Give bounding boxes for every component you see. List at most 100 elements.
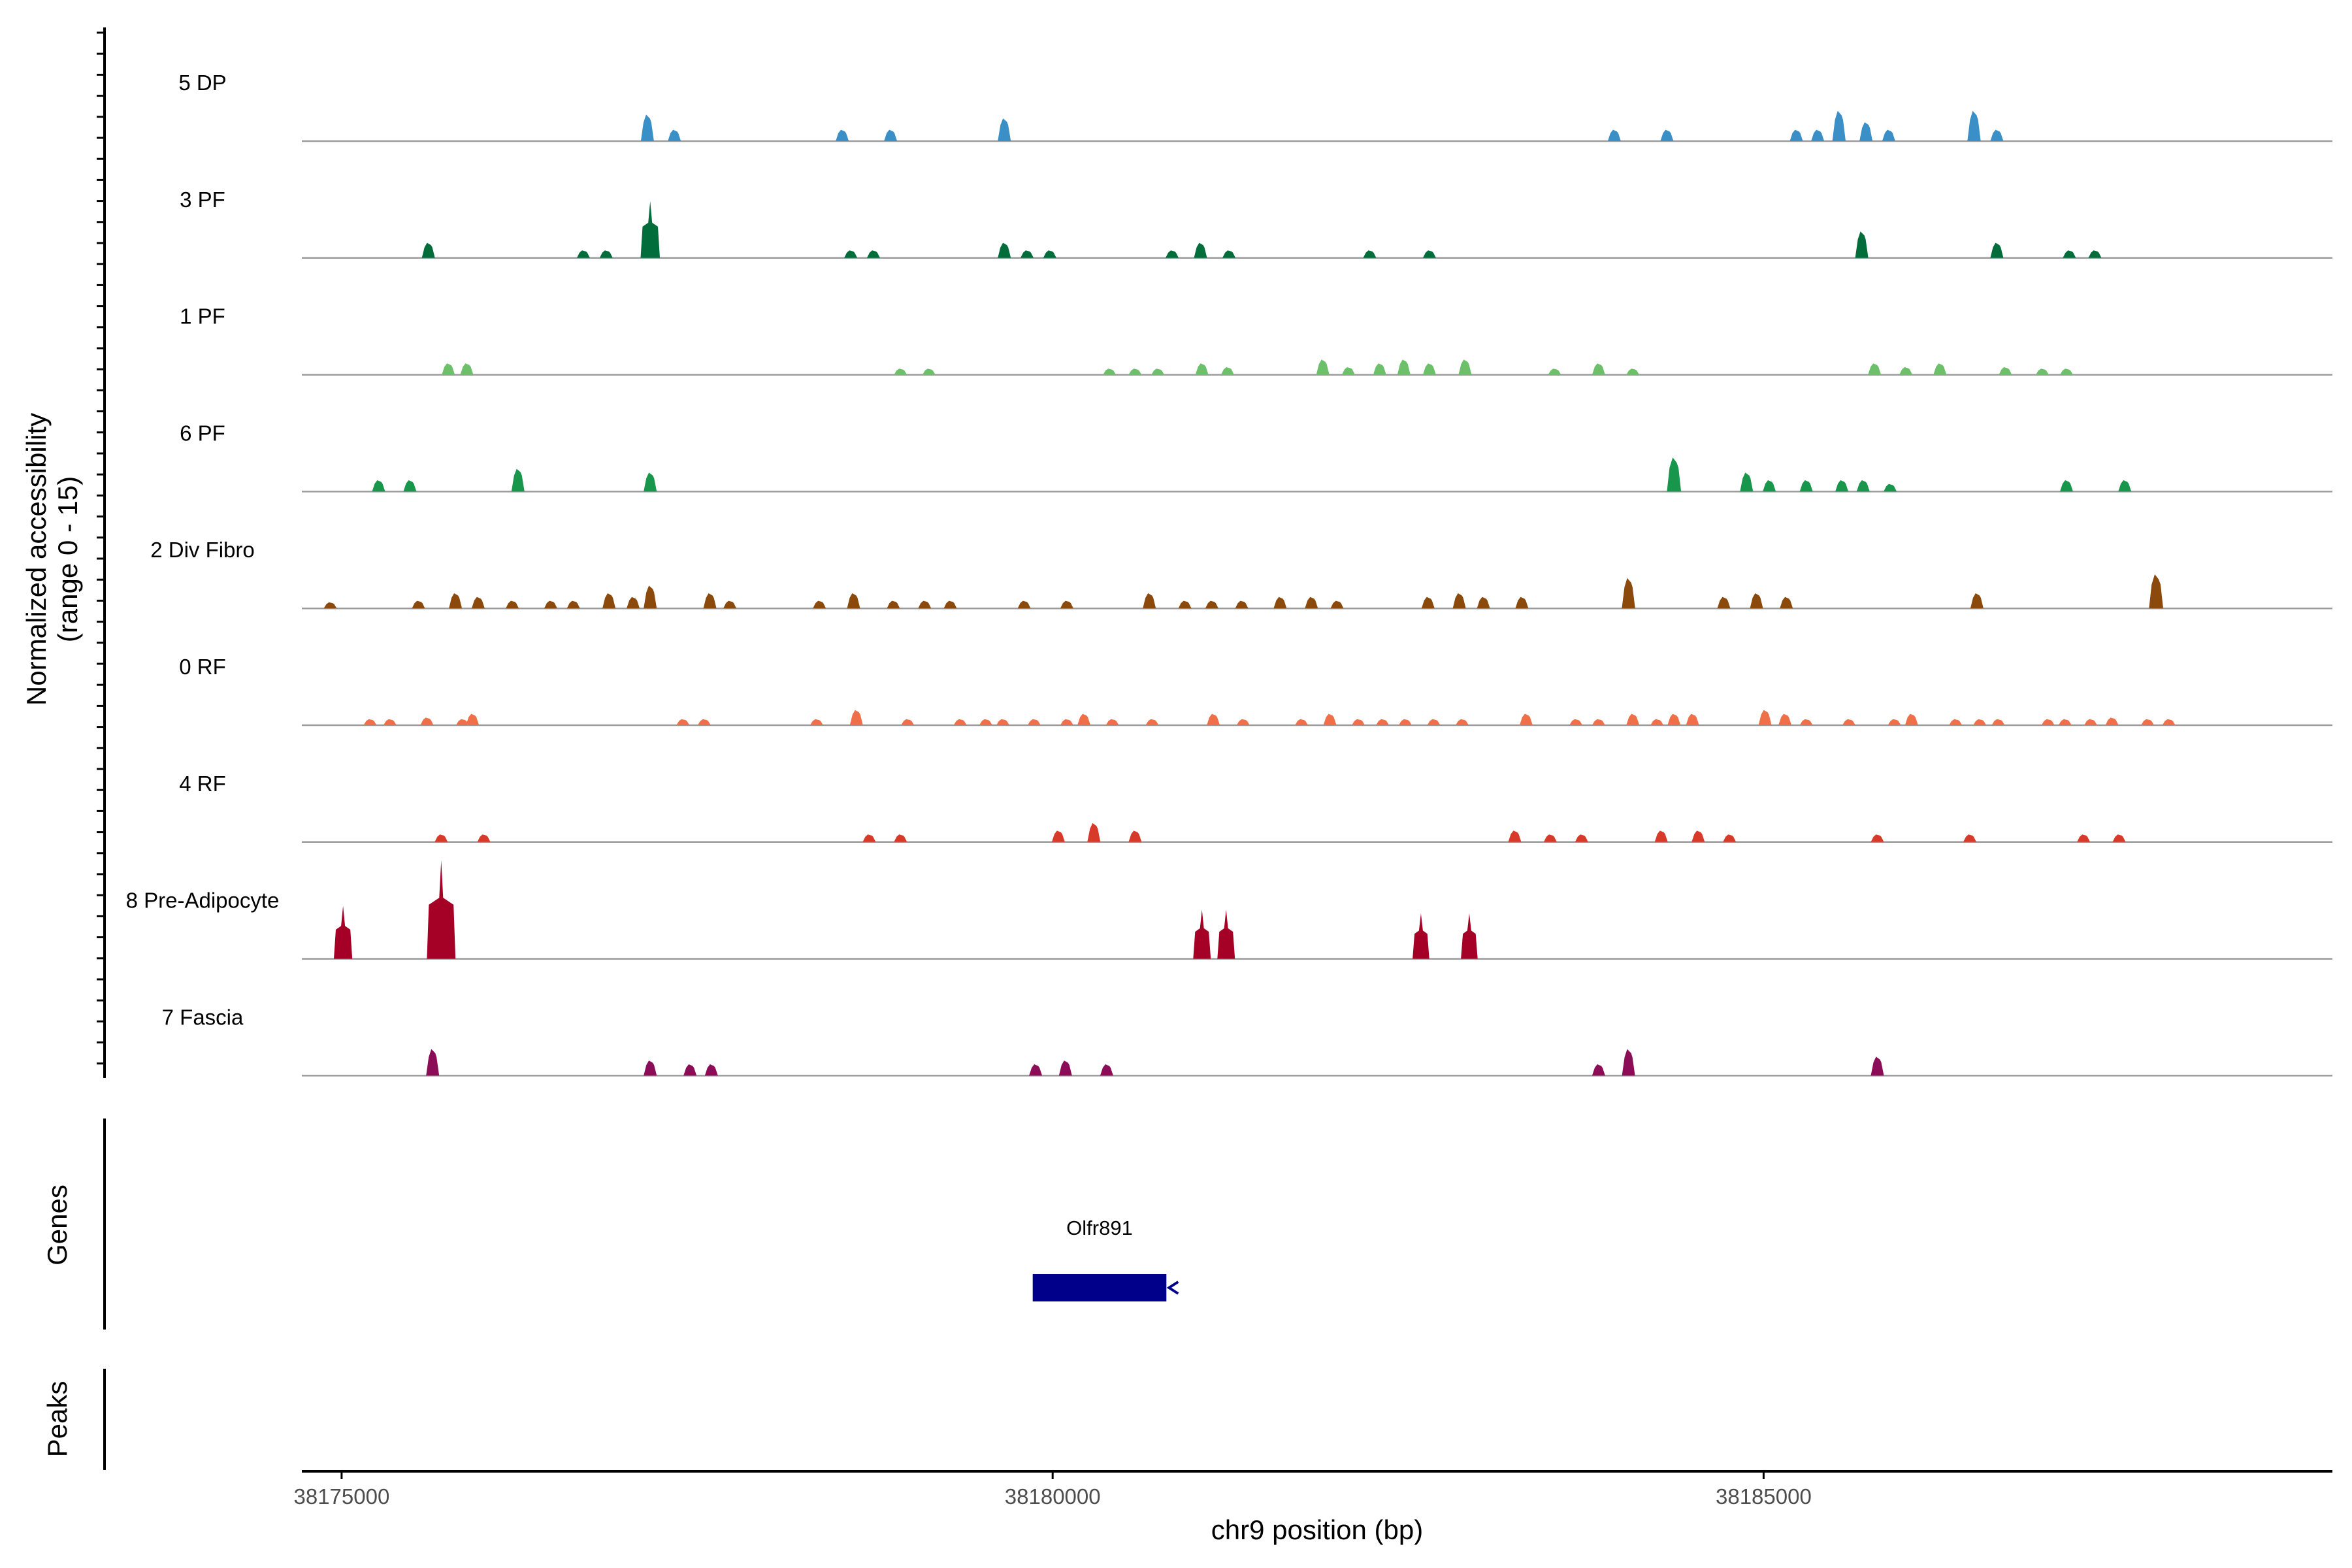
x-axis: 38175000 38180000 38185000 chr9 position (b… [293,1470,2332,1545]
coverage-peak [676,719,690,725]
coverage-peak [323,602,337,609]
coverage-peak [1452,593,1466,609]
coverage-peak [1835,480,1849,492]
coverage-peak [2149,574,2163,609]
coverage-peak [511,468,525,492]
coverage-peak [1973,719,1987,725]
coverage-peak [403,480,417,492]
coverage-peak [1949,719,1963,725]
coverage-peak [442,363,455,375]
coverage-peak [1105,719,1119,725]
coverage-peak [2118,480,2132,492]
coverage-peak [1750,593,1763,609]
coverage-peak [1021,250,1034,258]
coverage-y-axis-title: Normalized accessibility [21,413,52,706]
coverage-peak [1592,1064,1605,1076]
coverage-peak [1316,359,1330,375]
coverage-peak [1991,719,2005,725]
coverage-peak [1870,834,1884,842]
coverage-peak [1799,719,1813,725]
coverage-peak [901,719,915,725]
coverage-peak [1422,363,1436,375]
coverage-peak [1592,363,1605,375]
coverage-peak [471,596,485,609]
coverage-peak [683,1064,697,1076]
coverage-peak [2141,719,2155,725]
track-label: 7 Fascia [162,1005,244,1029]
coverage-peak [412,600,425,609]
coverage-peak [1856,480,1870,492]
coverage-peak [576,250,590,258]
x-axis-title: chr9 position (bp) [1211,1514,1424,1545]
coverage-peak [421,242,435,258]
coverage-peak [704,1064,718,1076]
coverage-peak [1990,242,2004,258]
coverage-peak [477,834,491,842]
coverage-peak [566,600,580,609]
coverage-peak [644,1060,657,1076]
coverage-peak [894,834,907,842]
coverage-peak [420,717,434,725]
coverage-peak [363,719,377,725]
coverage-peak [1220,367,1234,375]
coverage-peak [809,719,823,725]
coverage-peak [455,719,469,725]
coverage-peak [434,834,448,842]
gene-body [1032,1274,1167,1301]
track-0-rf: 0 RF [179,655,2332,727]
coverage-peak [1273,596,1287,609]
coverage-peak [887,600,900,609]
genes-panel: Genes Olfr891 [42,1119,1179,1330]
track-label: 2 Div Fibro [150,538,255,562]
track-label: 5 DP [178,71,226,95]
coverage-peak [1295,719,1309,725]
gene-label: Olfr891 [1066,1217,1133,1239]
coverage-peak [334,906,353,959]
track-label: 1 PF [180,304,225,329]
coverage-peak [1058,1060,1072,1076]
coverage-peak [1543,834,1557,842]
coverage-peak [1654,830,1668,842]
coverage-peak [627,596,640,609]
coverage-peak [506,600,519,609]
coverage-peak [1855,231,1869,258]
coverage-peak [1029,1064,1043,1076]
coverage-peak [640,201,660,258]
coverage-peak [1305,596,1318,609]
coverage-peak [1607,129,1621,141]
coverage-peak [1236,719,1250,725]
track-1-pf: 1 PF [180,304,2332,376]
coverage-peak [1217,909,1235,959]
coverage-peak [697,719,711,725]
coverage-peak [836,129,849,141]
coverage-peak [1017,600,1031,609]
coverage-peak [2105,717,2119,725]
genes-panel-label: Genes [42,1184,73,1266]
coverage-peak [1899,367,1913,375]
coverage-peak [2058,719,2072,725]
x-tick-label: 38180000 [1005,1484,1101,1509]
coverage-peak [1027,719,1041,725]
track-label: 6 PF [180,421,225,445]
coverage-peak [1373,363,1386,375]
coverage-peak [1128,368,1142,375]
coverage-peak [2060,480,2073,492]
coverage-peak [640,114,654,141]
coverage-peak [1990,129,2004,141]
coverage-peak [1421,596,1435,609]
coverage-peak [1758,710,1772,725]
coverage-peak [1207,713,1220,725]
coverage-peak [1128,830,1142,842]
coverage-peak [1811,129,1825,141]
coverage-peak [1870,1056,1884,1076]
coverage-peak [383,719,397,725]
track-2-div-fibro: 2 Div Fibro [150,538,2332,610]
track-7-fascia: 7 Fascia [162,1005,2332,1077]
coverage-peak [1667,457,1682,492]
coverage-peak [703,593,717,609]
coverage-peak [644,472,657,492]
coverage-peak [1884,483,1897,492]
coverage-peak [1100,1064,1113,1076]
track-6-pf: 6 PF [180,421,2332,493]
